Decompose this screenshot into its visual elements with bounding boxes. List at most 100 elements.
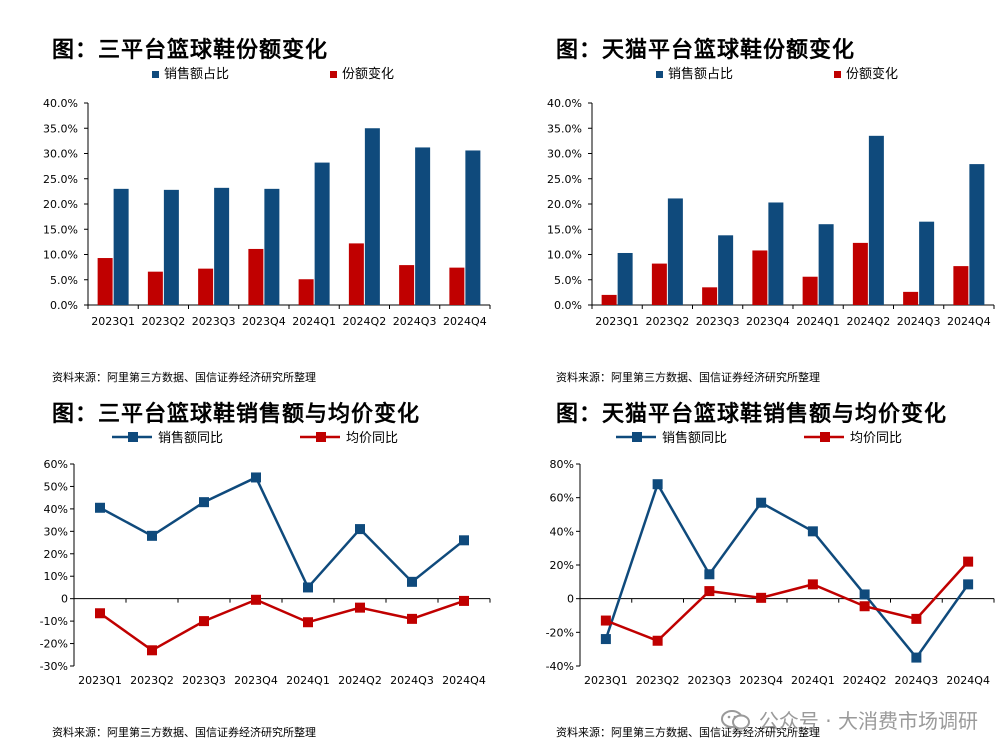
bar-sales-share xyxy=(919,221,935,305)
bar-share-change xyxy=(449,267,465,305)
bar-sales-share xyxy=(364,128,380,305)
y-tick-label: 60% xyxy=(550,492,574,505)
x-tick-label: 2023Q3 xyxy=(182,674,226,687)
x-tick-label: 2023Q4 xyxy=(234,674,278,687)
x-tick-label: 2024Q4 xyxy=(442,674,486,687)
y-tick-label: 0 xyxy=(567,593,574,606)
legend-swatch xyxy=(834,71,841,78)
x-tick-label: 2024Q3 xyxy=(895,674,939,687)
legend-label: 销售额同比 xyxy=(662,430,727,446)
x-tick-label: 2024Q1 xyxy=(791,674,835,687)
x-tick-label: 2023Q2 xyxy=(142,315,186,328)
point-price-yoy xyxy=(303,617,313,628)
x-tick-label: 2023Q1 xyxy=(595,315,639,328)
point-price-yoy xyxy=(459,595,469,606)
bar-sales-share xyxy=(465,150,481,305)
series-line-sales-yoy xyxy=(604,481,970,660)
bar-sales-share xyxy=(667,198,683,305)
point-sales-yoy xyxy=(704,569,715,580)
x-tick-label: 2023Q3 xyxy=(192,315,236,328)
bar-sales-share xyxy=(868,135,884,305)
point-sales-yoy xyxy=(963,579,974,590)
bar-sales-share xyxy=(768,202,784,305)
y-tick-label: -20% xyxy=(546,626,574,639)
y-tick-label: 5.0% xyxy=(554,274,582,287)
x-tick-label: 2024Q1 xyxy=(292,315,336,328)
x-tick-label: 2024Q3 xyxy=(393,315,437,328)
point-price-yoy xyxy=(911,613,922,624)
bar-chart-share-all: 0.0% 5.0% 10.0% 15.0% 20.0% 25.0% 30.0% 35.0% 40… xyxy=(43,66,491,328)
legend-swatch xyxy=(330,71,337,78)
y-tick-label: 30.0% xyxy=(547,148,582,161)
point-sales-yoy xyxy=(756,497,767,508)
y-tick-label: 20% xyxy=(44,548,68,561)
x-tick-label: 2023Q3 xyxy=(696,315,740,328)
bar-sales-share xyxy=(163,189,179,305)
point-price-yoy xyxy=(652,635,663,646)
y-tick-label: 40% xyxy=(44,503,68,516)
legend-marker xyxy=(316,432,326,442)
point-price-yoy xyxy=(807,579,818,590)
legend-marker xyxy=(820,432,830,442)
legend-label: 均价同比 xyxy=(346,431,398,446)
y-tick-label: 80% xyxy=(550,458,574,471)
legend-marker xyxy=(632,432,642,442)
y-tick-label: -10% xyxy=(40,615,68,628)
panel-sales-tmall: 图：天猫平台篮球鞋销售额与均价变化 -40% -20% 0 20% 40% 60% 80% 2… xyxy=(504,378,1008,756)
bar-share-change xyxy=(852,242,868,305)
x-tick-label: 2024Q2 xyxy=(338,674,382,687)
x-tick-label: 2024Q1 xyxy=(796,315,840,328)
point-price-yoy xyxy=(600,615,611,626)
y-tick-label: 30% xyxy=(44,525,68,538)
line-chart-sales-all: -30% -20% -10% 0 10% 20% 30% 40% 50% 60% 2023Q1 202… xyxy=(40,430,491,687)
bar-share-change xyxy=(97,258,113,305)
point-sales-yoy xyxy=(807,526,818,537)
y-tick-label: 40% xyxy=(550,525,574,538)
x-tick-label: 2023Q1 xyxy=(78,674,122,687)
y-tick-label: 20.0% xyxy=(547,198,582,211)
point-sales-yoy xyxy=(303,582,313,593)
bar-share-change xyxy=(802,276,818,305)
panel-share-all: 图：三平台篮球鞋份额变化 0.0% 5.0% 10.0% 15.0% 20.0% 25.0… xyxy=(0,0,504,384)
point-sales-yoy xyxy=(199,497,209,508)
bar-share-change xyxy=(399,265,415,305)
legend-label: 销售额占比 xyxy=(668,66,733,82)
bar-share-change xyxy=(752,250,768,305)
bar-share-change xyxy=(903,291,919,305)
x-tick-label: 2024Q3 xyxy=(897,315,941,328)
series-line-price-yoy xyxy=(605,560,970,643)
y-tick-label: -40% xyxy=(546,660,574,673)
y-tick-label: 10% xyxy=(44,570,68,583)
legend-swatch xyxy=(656,71,663,78)
x-tick-label: 2023Q4 xyxy=(242,315,286,328)
y-tick-label: 0.0% xyxy=(554,299,582,312)
legend-label: 均价同比 xyxy=(850,431,902,446)
watermark-text: 公众号 · 大消费市场调研 xyxy=(758,709,978,733)
x-tick-label: 2023Q2 xyxy=(636,674,680,687)
source-note: 资料来源：阿里第三方数据、国信证券经济研究所整理 xyxy=(556,726,820,739)
y-tick-label: 0 xyxy=(61,593,68,606)
point-sales-yoy xyxy=(355,524,365,535)
point-sales-yoy xyxy=(459,535,469,546)
x-tick-label: 2023Q2 xyxy=(646,315,690,328)
y-tick-label: 40.0% xyxy=(43,97,78,110)
point-sales-yoy xyxy=(251,472,261,483)
point-price-yoy xyxy=(963,556,974,567)
point-price-yoy xyxy=(407,613,417,624)
x-tick-label: 2023Q1 xyxy=(584,674,628,687)
x-tick-label: 2023Q3 xyxy=(688,674,732,687)
x-tick-label: 2024Q3 xyxy=(390,674,434,687)
series-line-price-yoy xyxy=(99,598,465,652)
y-tick-label: 0.0% xyxy=(50,299,78,312)
point-sales-yoy xyxy=(407,576,417,587)
legend-label: 销售额占比 xyxy=(164,66,229,82)
point-sales-yoy xyxy=(911,652,922,663)
panel-title: 图：三平台篮球鞋销售额与均价变化 xyxy=(52,402,421,427)
panel-share-tmall: 图：天猫平台篮球鞋份额变化 0.0% 5.0% 10.0% 15.0% 20.0% 25.… xyxy=(504,0,1008,384)
bar-share-change xyxy=(651,263,667,305)
x-tick-label: 2024Q2 xyxy=(847,315,891,328)
bar-sales-share xyxy=(113,188,129,305)
bar-share-change xyxy=(248,248,264,305)
legend-label: 份额变化 xyxy=(342,66,394,82)
wechat-icon xyxy=(720,709,750,729)
